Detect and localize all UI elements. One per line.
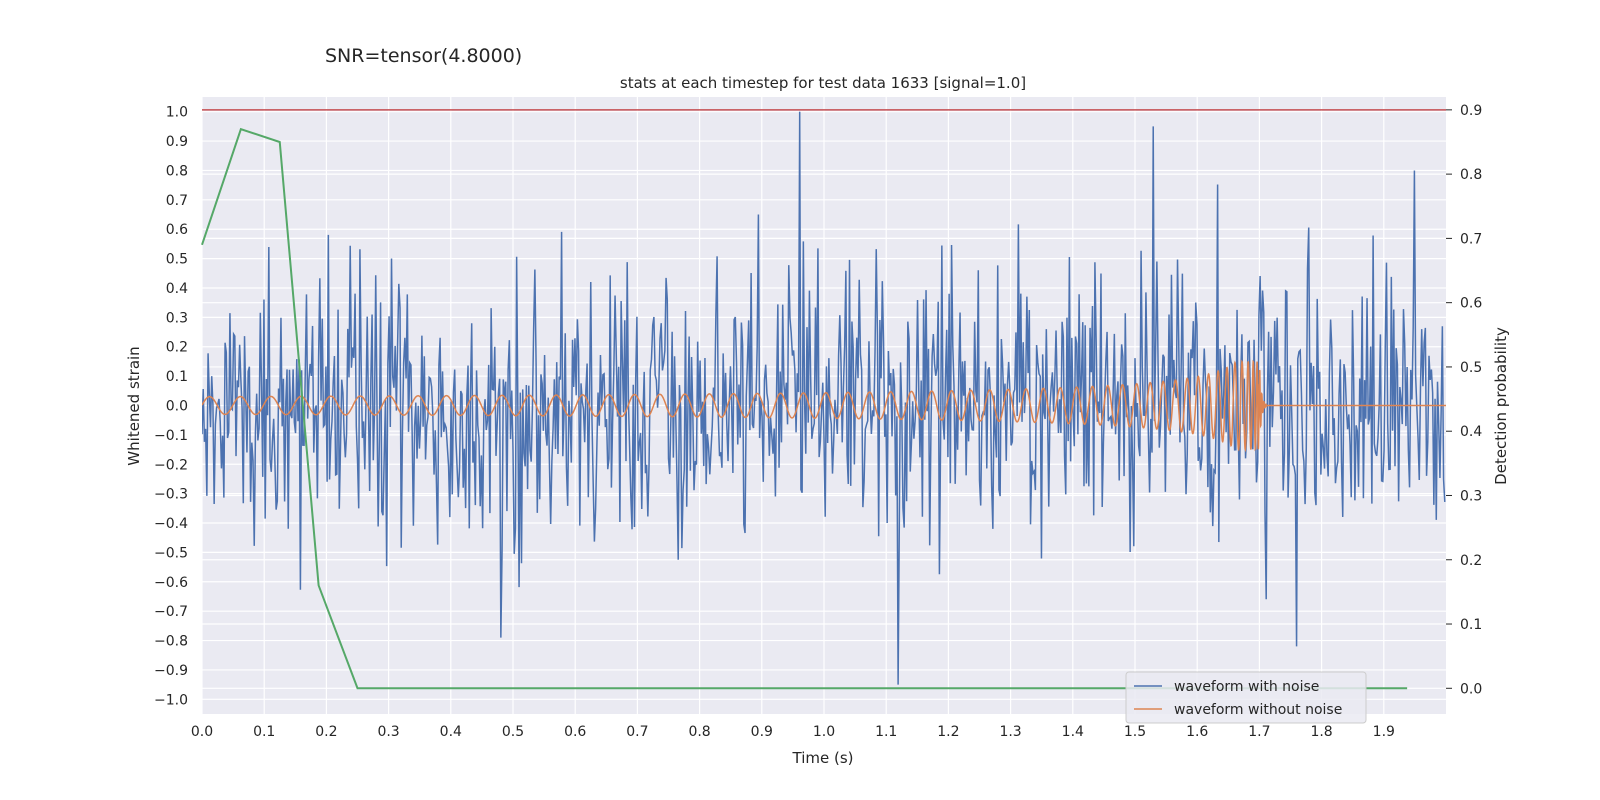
x-tick-label: 0.7 [626,724,648,740]
y-tick-label: 0.2 [166,340,188,356]
detection-probability-line [201,127,1408,690]
y2-tick-label: 0.5 [1460,360,1482,376]
y2-tick-label: 0.6 [1460,296,1482,312]
x-tick-label: 0.2 [315,724,337,740]
y2-tick-label: 0.2 [1460,553,1482,569]
y2-axis-label: Detection probability [1492,327,1510,485]
y2-tick-label: 0.3 [1460,488,1482,504]
legend: waveform with noise waveform without noi… [1125,671,1367,724]
x-tick-label: 0.1 [253,724,275,740]
y2-tick-label: 0.9 [1460,103,1482,119]
y2-tick-label: 0.4 [1460,424,1482,440]
y2-tick-label: 0.7 [1460,231,1482,247]
y-tick-label: −1.0 [154,692,188,708]
y2-tick-label: 0.0 [1460,681,1482,697]
y-tick-label: −0.1 [154,428,188,444]
x-tick-label: 1.9 [1373,724,1395,740]
x-tick-label: 1.6 [1186,724,1208,740]
x-tick-label: 1.4 [1062,724,1084,740]
y-tick-label: 1.0 [166,105,188,121]
y-tick-label: 0.3 [166,310,188,326]
x-tick-label: 0.4 [440,724,462,740]
y-axis-ticks: 1.0 0.9 0.8 0.7 0.6 0.5 0.4 0.3 0.2 0.1 0.0 −0.1 −0.… [154,105,188,709]
legend-box [1125,671,1367,724]
y-tick-label: −0.5 [154,545,188,561]
series-detection-probability [201,127,1408,690]
y-tick-label: −0.4 [154,516,188,532]
chart-title: stats at each timestep for test data 163… [620,74,1026,92]
x-tick-label: 1.5 [1124,724,1146,740]
x-tick-label: 1.1 [875,724,897,740]
y-tick-label: −0.3 [154,487,188,503]
y-tick-label: 0.6 [166,222,188,238]
x-tick-label: 0.5 [502,724,524,740]
y-tick-label: 0.7 [166,193,188,209]
series-waveform-with-noise [202,111,1446,685]
y-tick-label: 0.9 [166,134,188,150]
y-tick-label: −0.9 [154,663,188,679]
x-tick-label: 1.8 [1310,724,1332,740]
legend-label-clean: waveform without noise [1174,702,1342,718]
x-tick-label: 0.9 [751,724,773,740]
legend-label-noise: waveform with noise [1174,679,1319,695]
x-tick-label: 0.6 [564,724,586,740]
y-tick-label: −0.6 [154,575,188,591]
y-tick-label: 0.8 [166,163,188,179]
x-tick-label: 0.3 [377,724,399,740]
x-axis-ticks: 0.0 0.1 0.2 0.3 0.4 0.5 0.6 0.7 0.8 0.9 1.0 1.1 1.2 1… [191,724,1395,740]
y2-axis-ticks: 0.9 0.8 0.7 0.6 0.5 0.4 0.3 0.2 0.1 0.0 [1446,103,1482,697]
x-axis-label: Time (s) [792,749,854,767]
x-tick-label: 1.0 [813,724,835,740]
y-tick-label: −0.2 [154,457,188,473]
y-tick-label: −0.7 [154,604,188,620]
y-tick-label: 0.1 [166,369,188,385]
y-tick-label: 0.5 [166,252,188,268]
y2-tick-label: 0.1 [1460,617,1482,633]
chart-suptitle: SNR=tensor(4.8000) [325,45,522,67]
x-tick-label: 0.8 [688,724,710,740]
clean-waveform-line [202,359,1446,453]
x-tick-label: 0.0 [191,724,213,740]
y-axis-label: Whitened strain [125,346,143,465]
x-tick-label: 1.2 [937,724,959,740]
series-waveform-without-noise [202,359,1446,453]
y-tick-label: 0.4 [166,281,188,297]
noise-waveform-line [202,111,1446,685]
y-tick-label: 0.0 [166,399,188,415]
x-tick-label: 1.7 [1248,724,1270,740]
y-tick-label: −0.8 [154,634,188,650]
x-tick-label: 1.3 [999,724,1021,740]
y2-tick-label: 0.8 [1460,167,1482,183]
